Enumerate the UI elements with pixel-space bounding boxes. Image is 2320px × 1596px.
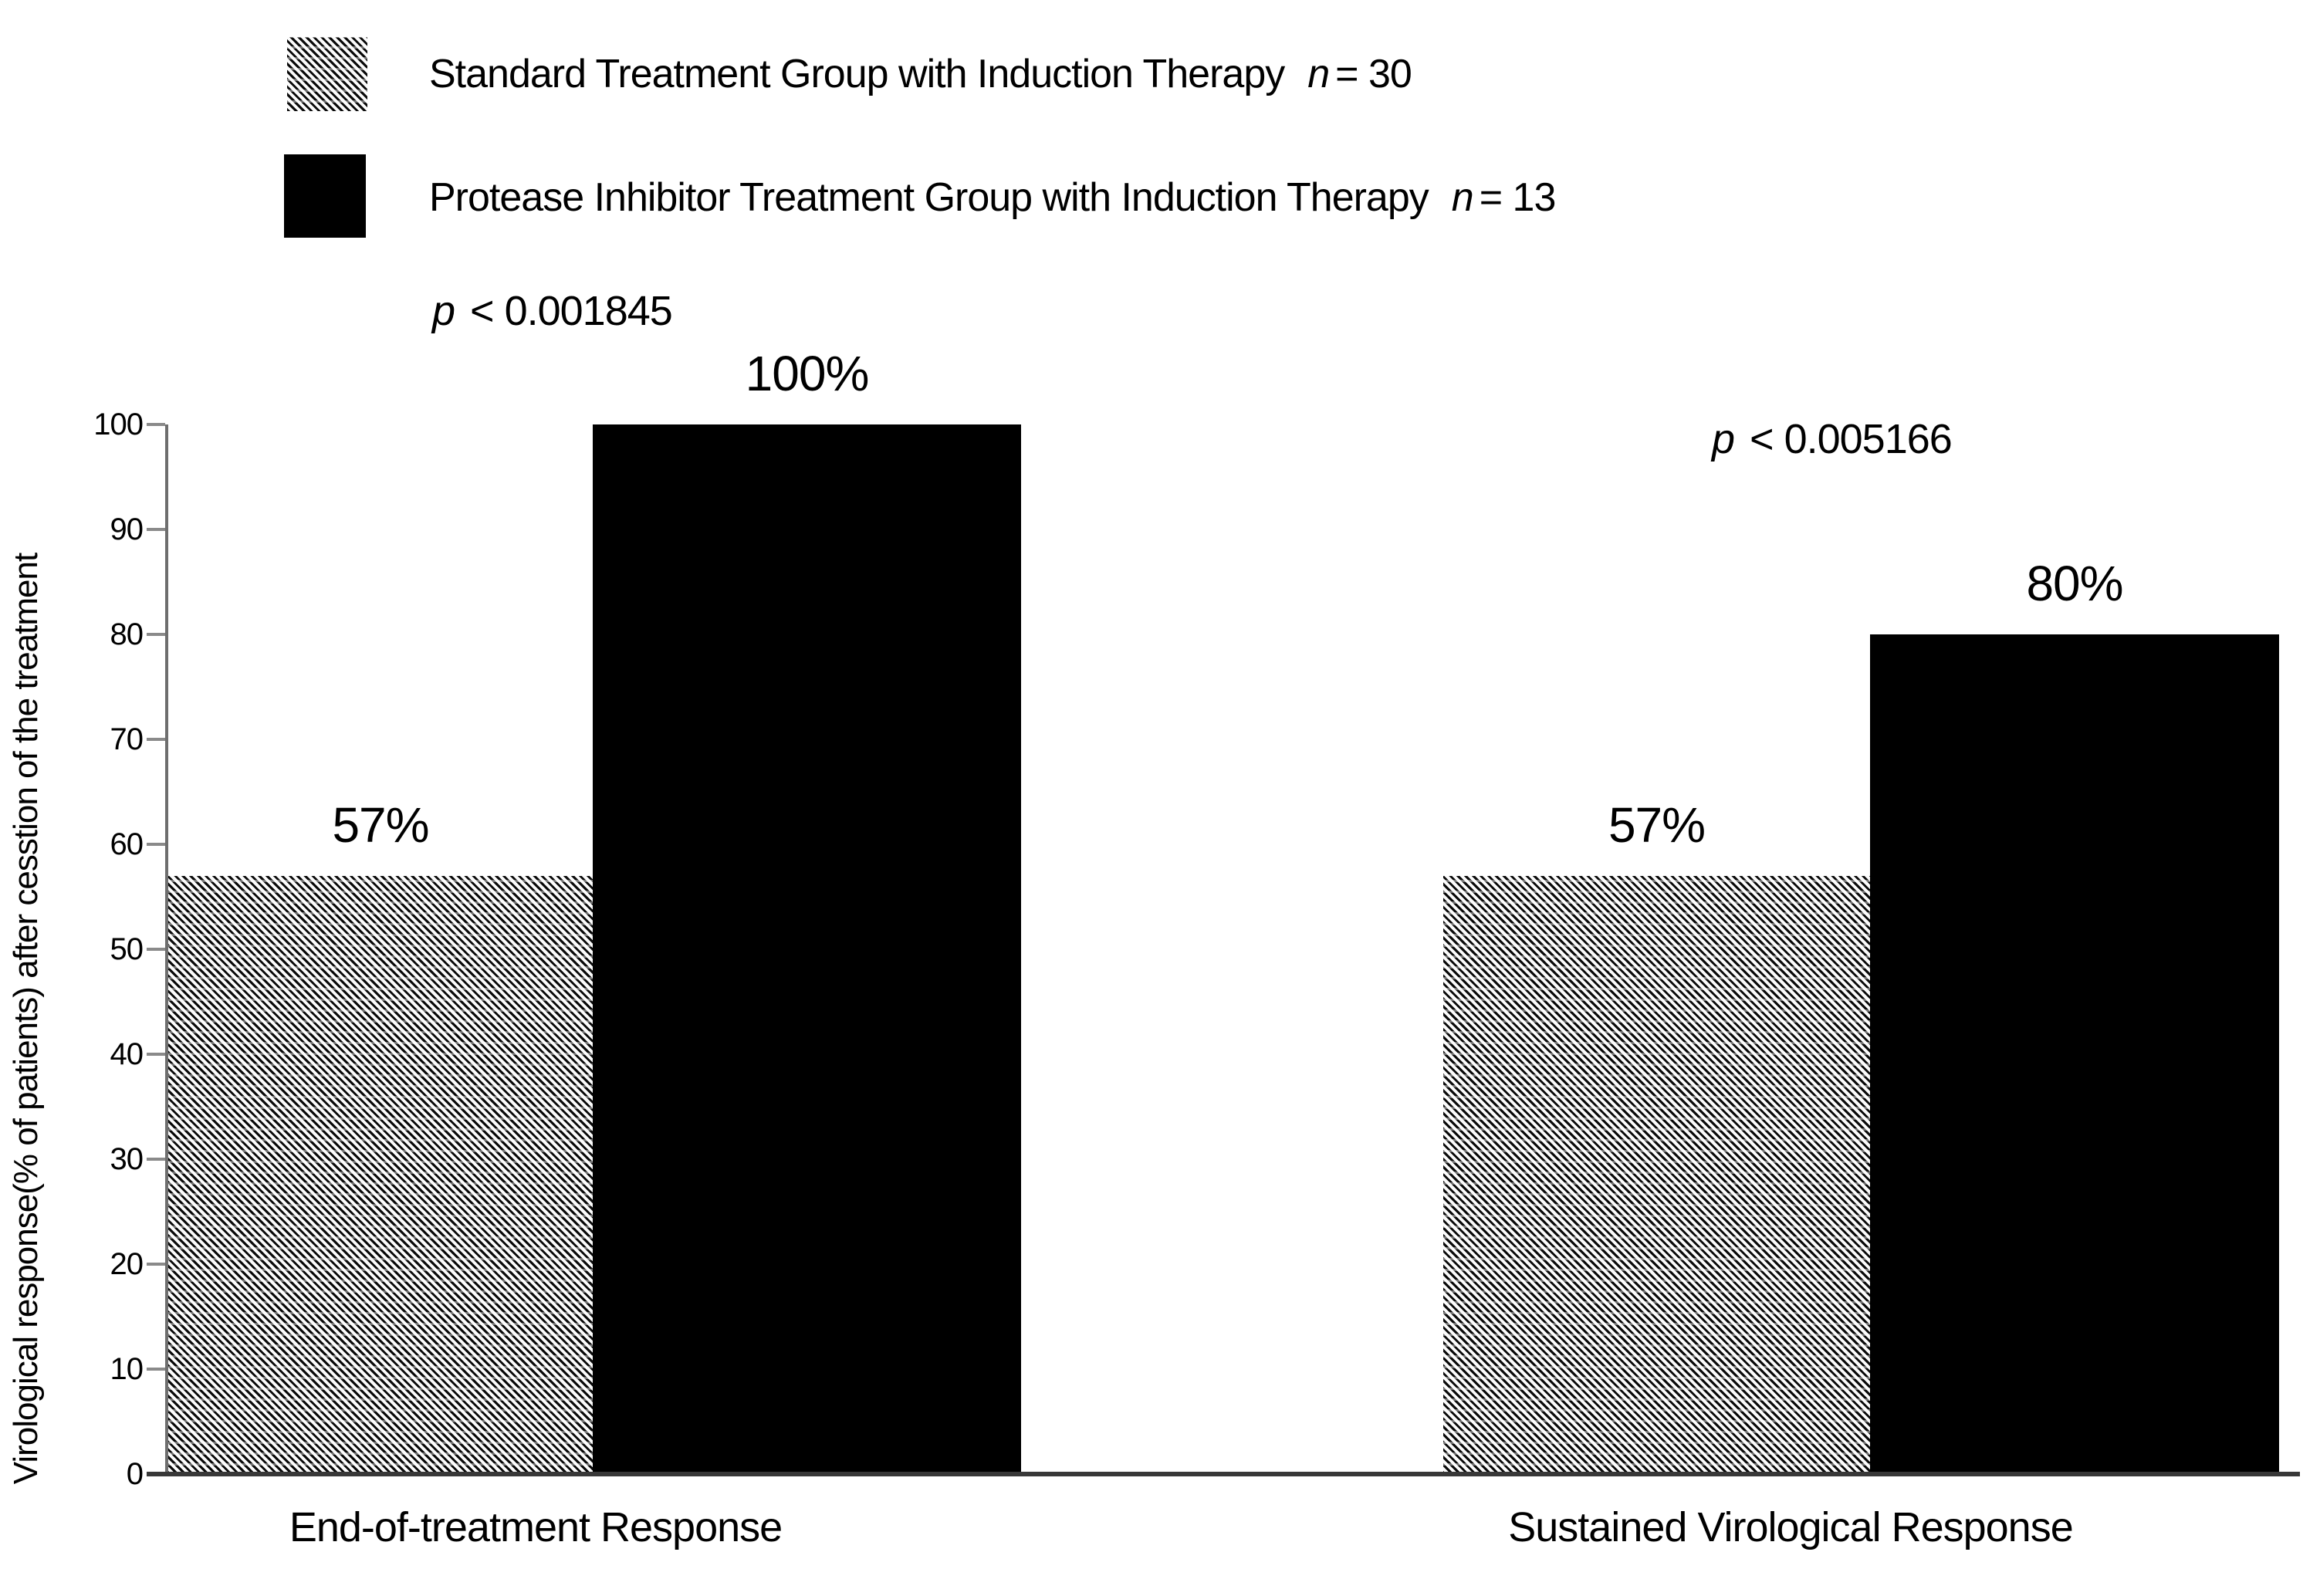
p-symbol: p xyxy=(1712,416,1735,462)
y-tick xyxy=(147,843,165,846)
y-tick xyxy=(147,948,165,951)
n-value: = 13 xyxy=(1479,175,1557,220)
legend-label-standard: Standard Treatment Group with Induction … xyxy=(429,51,1412,97)
y-tick-label: 90 xyxy=(110,512,144,546)
y-tick xyxy=(147,633,165,636)
legend-label-protease: Protease Inhibitor Treatment Group with … xyxy=(429,174,1557,221)
y-tick-label: 30 xyxy=(110,1142,144,1176)
y-tick xyxy=(147,738,165,741)
bar-standard-sustained xyxy=(1443,876,1870,1474)
value-label-protease-sustained: 80% xyxy=(2026,556,2123,611)
y-tick-label: 60 xyxy=(110,827,144,861)
y-tick-label: 80 xyxy=(110,617,144,651)
bar-protease-end-of-treatment xyxy=(593,424,1021,1474)
y-tick-label: 20 xyxy=(110,1247,144,1281)
y-tick xyxy=(147,423,165,426)
y-tick-label: 50 xyxy=(110,932,144,966)
category-label-sustained: Sustained Virological Response xyxy=(1508,1504,2073,1550)
y-tick-label: 100 xyxy=(93,407,144,441)
n-value: = 30 xyxy=(1335,52,1412,96)
n-symbol: n xyxy=(1451,175,1474,220)
legend-text: Protease Inhibitor Treatment Group with … xyxy=(429,175,1429,220)
legend-swatch-black xyxy=(284,154,366,238)
y-tick xyxy=(147,1053,165,1056)
y-tick-label: 70 xyxy=(110,722,144,756)
category-label-end-of-treatment: End-of-treatment Response xyxy=(289,1504,783,1550)
bar-standard-end-of-treatment xyxy=(168,876,593,1474)
y-tick xyxy=(147,1368,165,1371)
y-axis-line xyxy=(165,424,168,1472)
p-symbol: p xyxy=(432,288,455,334)
y-tick xyxy=(147,1158,165,1161)
y-tick-label: 40 xyxy=(110,1037,144,1071)
y-axis-title: Virological response(% of patients) afte… xyxy=(7,553,45,1485)
p-text: < 0.001845 xyxy=(470,288,673,334)
y-tick xyxy=(147,1263,165,1266)
value-label-standard-end-of-treatment: 57% xyxy=(332,797,429,853)
y-tick-label: 0 xyxy=(126,1457,144,1491)
p-value-annotation-eot: p < 0.001845 xyxy=(432,287,673,335)
p-value-annotation-svr: p < 0.005166 xyxy=(1712,415,1953,463)
y-tick-label: 10 xyxy=(110,1352,144,1386)
y-tick xyxy=(147,528,165,531)
value-label-protease-end-of-treatment: 100% xyxy=(745,346,870,401)
p-text: < 0.005166 xyxy=(1750,416,1953,462)
legend-text: Standard Treatment Group with Induction … xyxy=(429,52,1285,96)
value-label-standard-sustained: 57% xyxy=(1608,797,1706,853)
legend-swatch-hatched xyxy=(287,37,367,111)
n-symbol: n xyxy=(1307,52,1330,96)
x-axis-baseline xyxy=(147,1472,2300,1476)
bar-protease-sustained xyxy=(1870,634,2279,1474)
